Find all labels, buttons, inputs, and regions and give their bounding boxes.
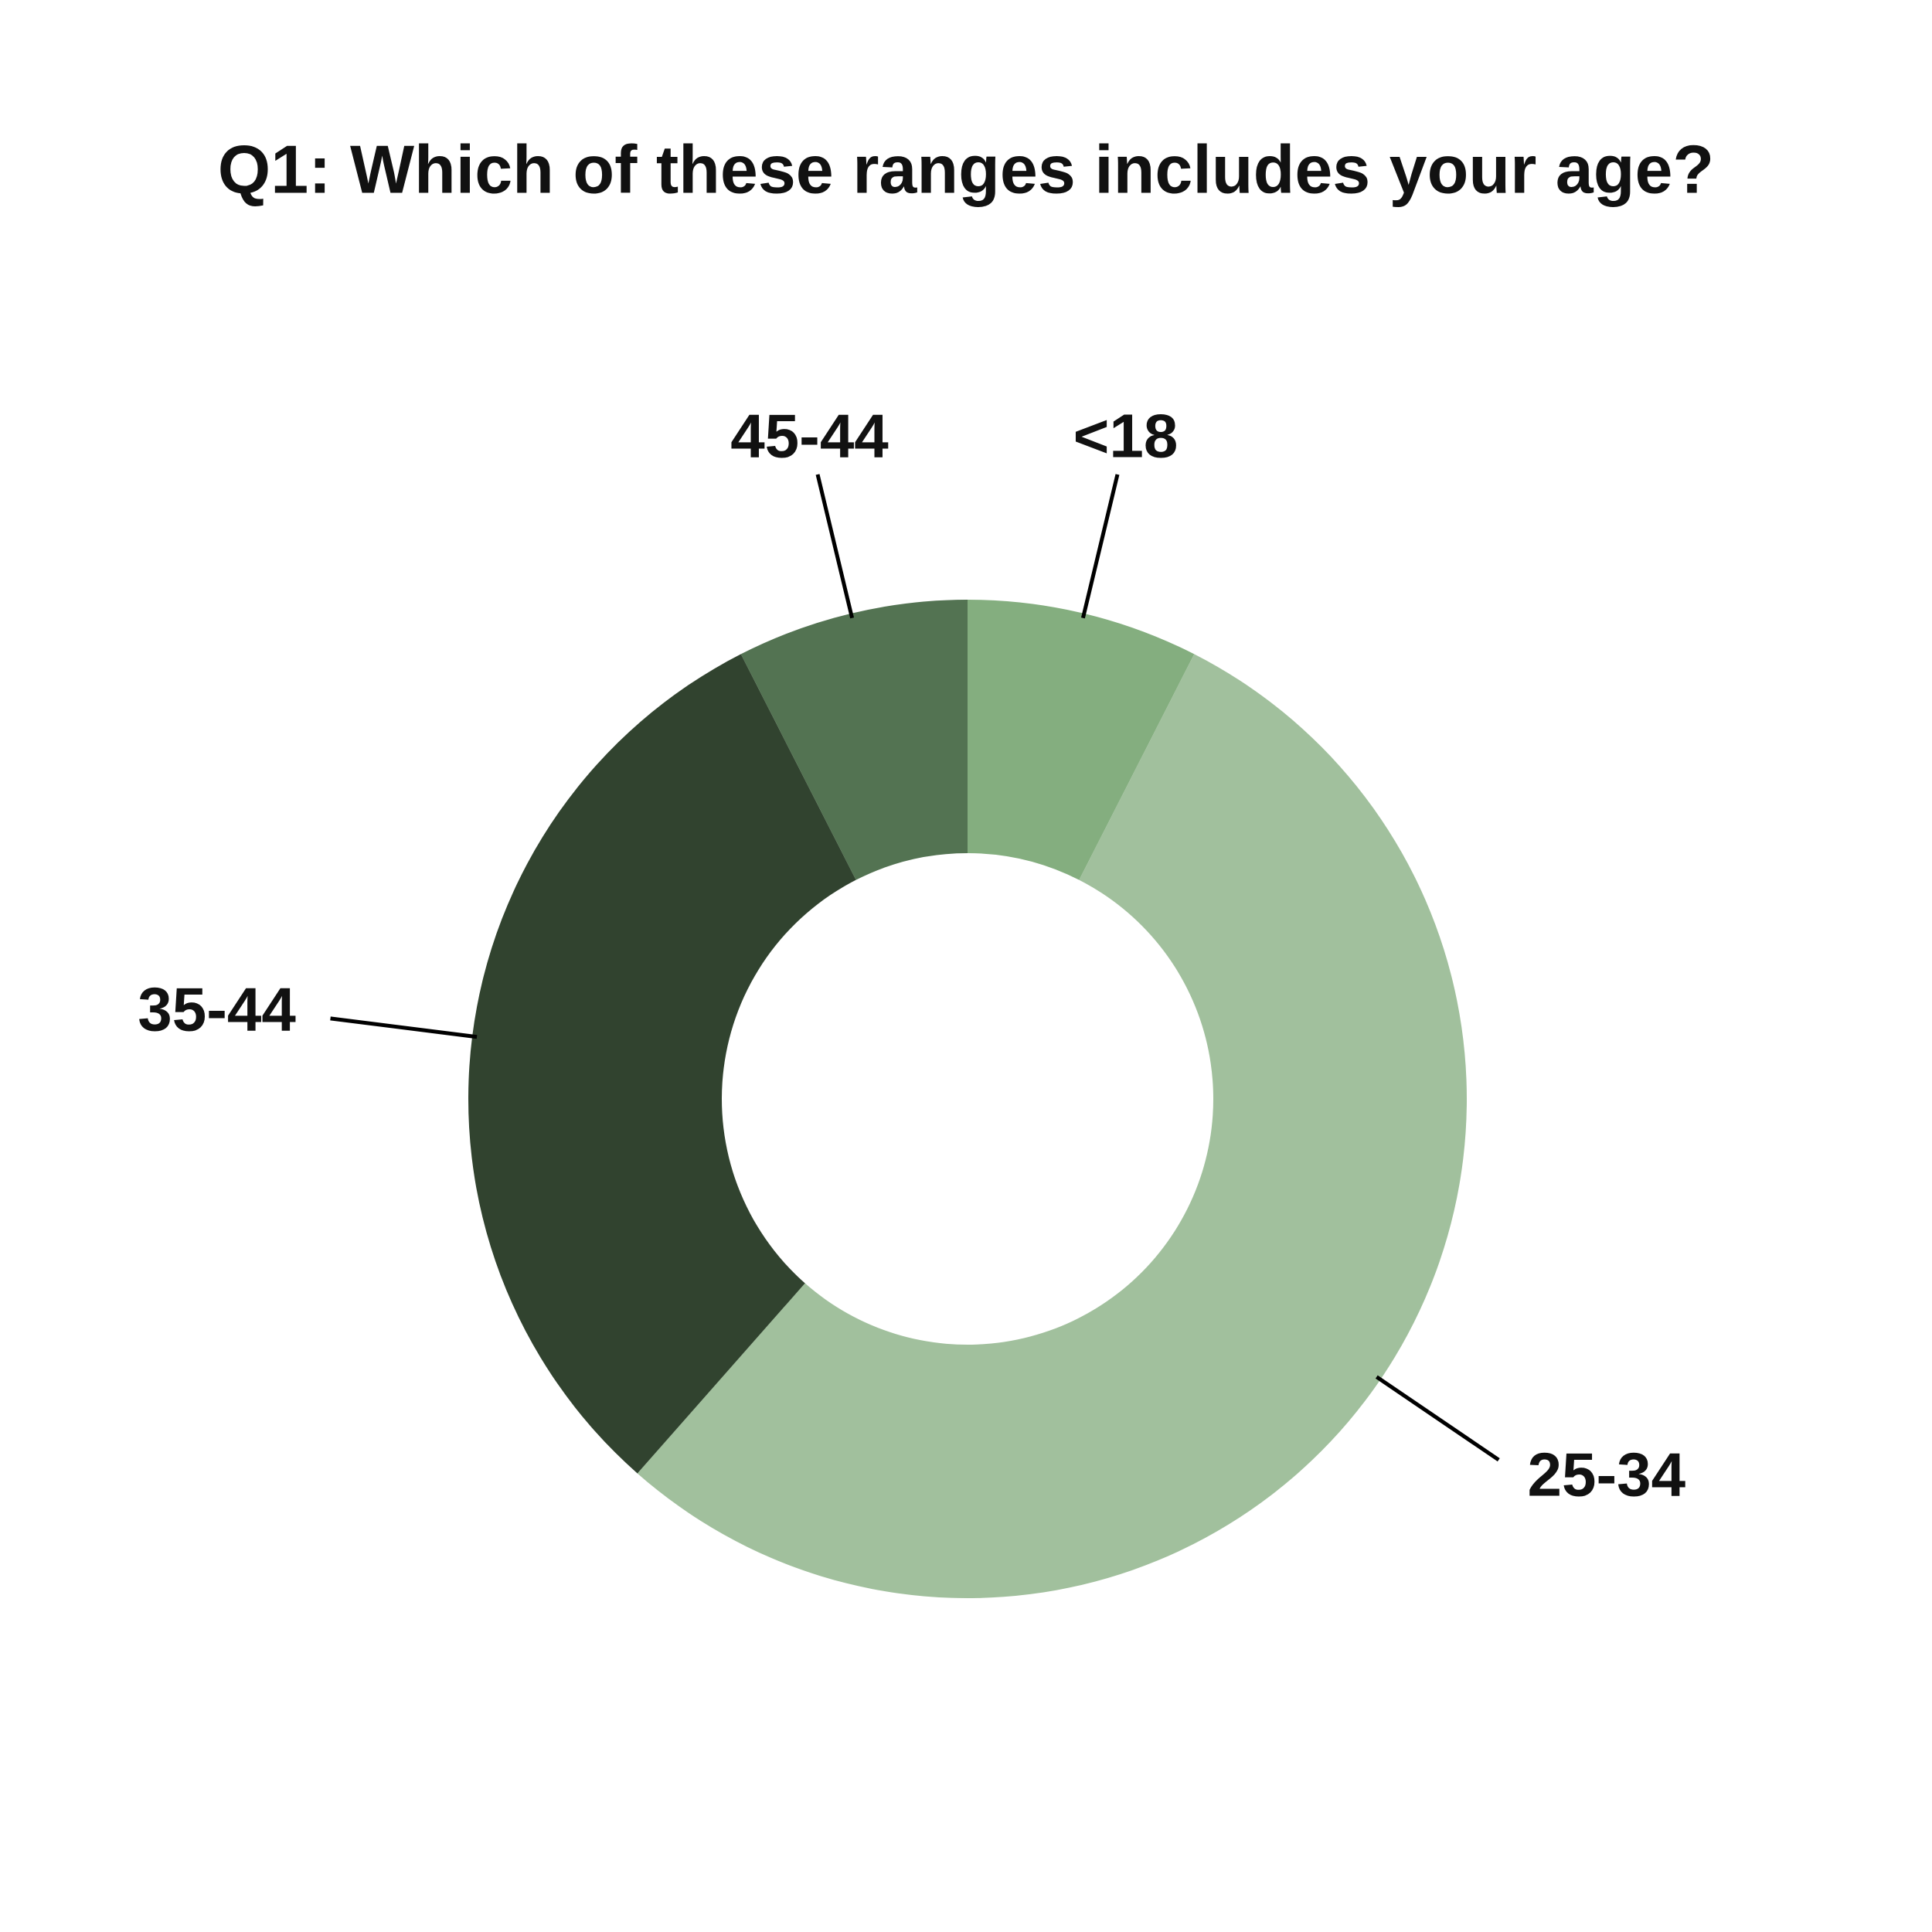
leader-line [1375,1375,1500,1462]
slice-label: 35-44 [138,975,296,1043]
slice-label: 45-44 [730,401,889,470]
leader-line [330,1016,478,1039]
leader-line [1080,474,1120,619]
slice-label: 25-34 [1528,1440,1686,1509]
leader-line [815,474,855,619]
chart-title: Q1: Which of these ranges includes your … [218,131,1714,207]
donut-slice [637,654,1468,1598]
slice-label: <18 [1073,401,1179,470]
donut-slice [468,654,856,1474]
donut-slice [968,600,1195,880]
donut-slice [740,600,968,880]
